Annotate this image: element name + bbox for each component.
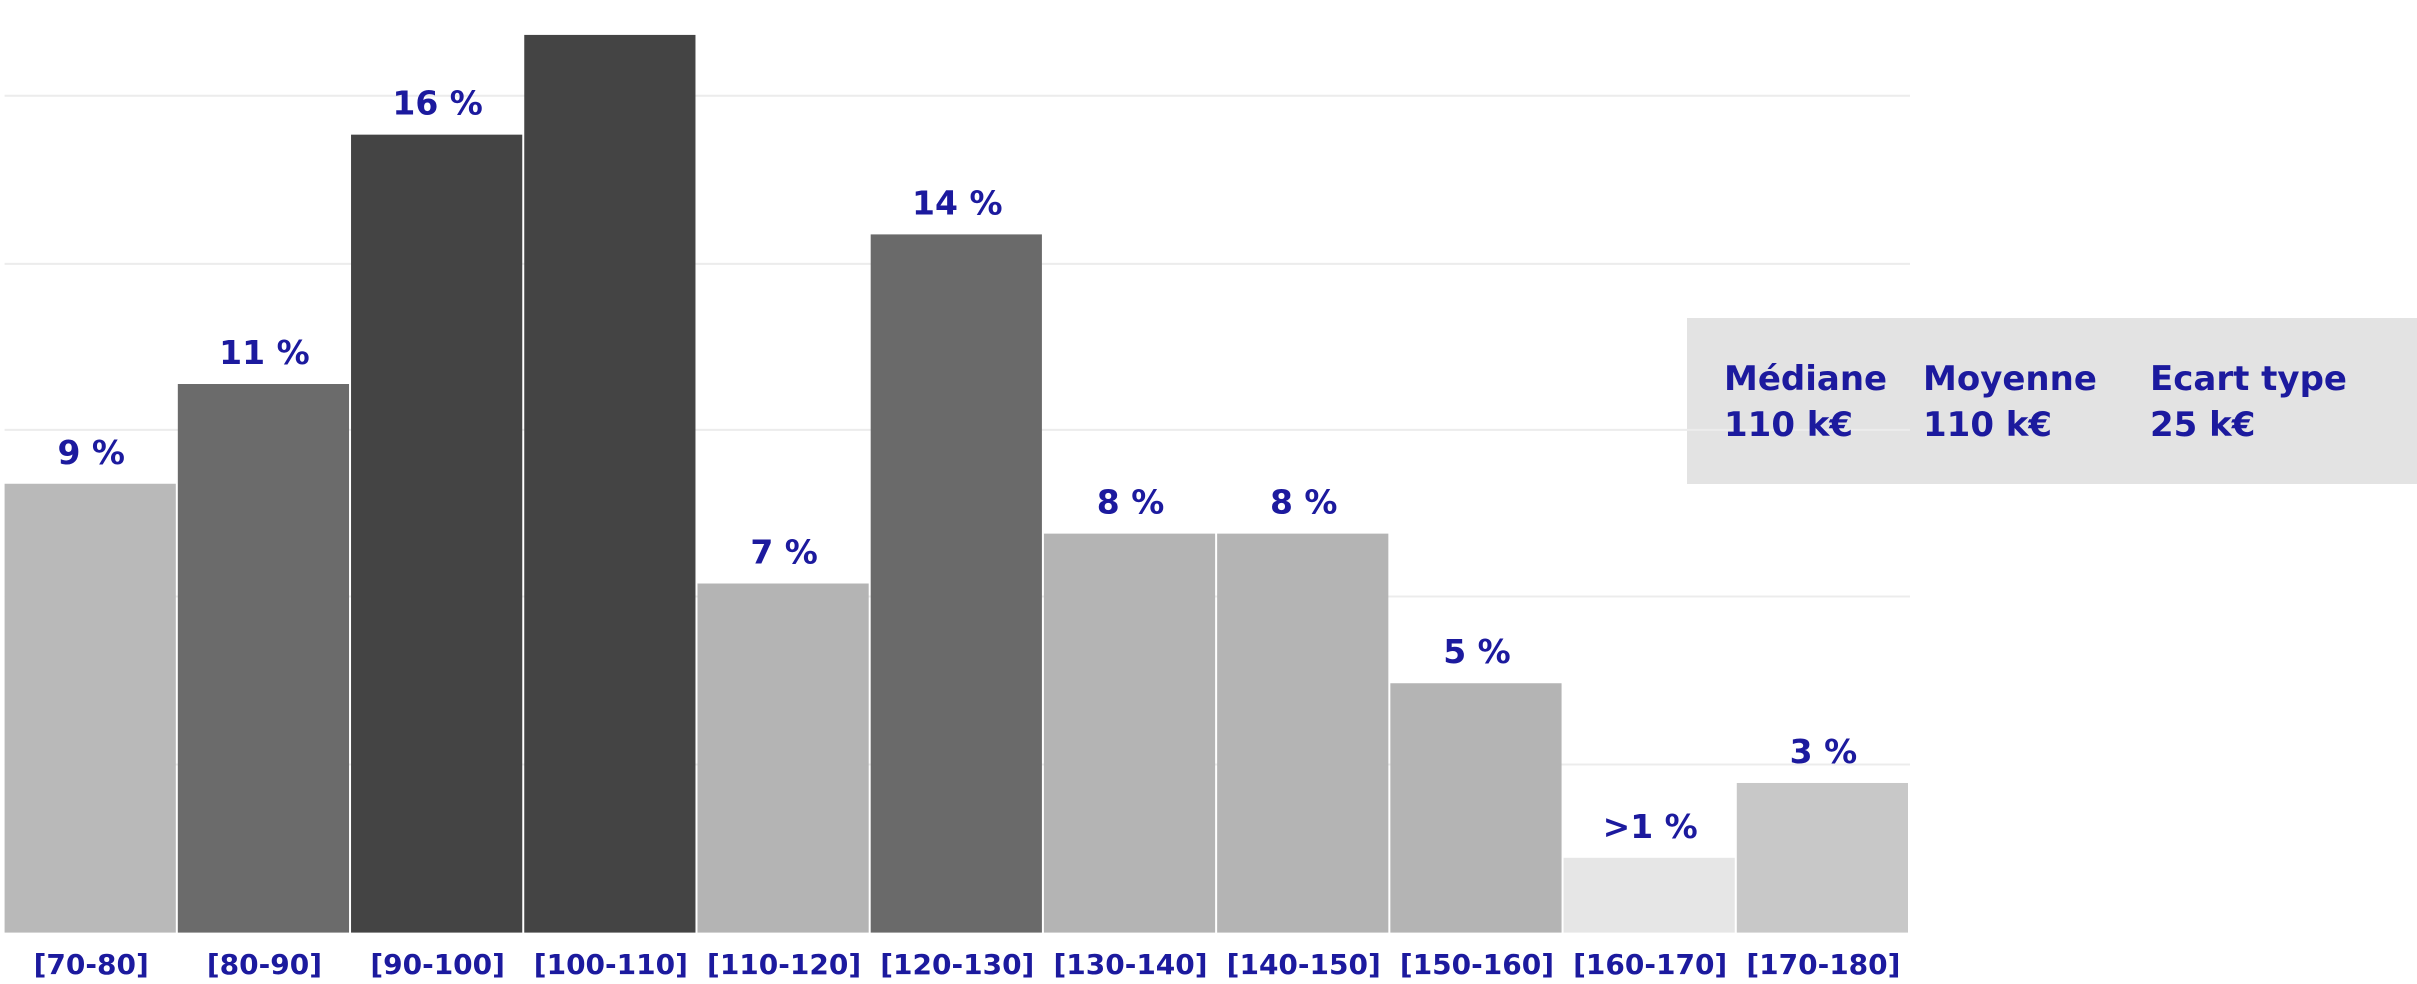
x-tick-label: [150-160] bbox=[1400, 948, 1554, 981]
x-tick-label: [90-100] bbox=[370, 948, 505, 981]
x-tick-label: [120-130] bbox=[880, 948, 1034, 981]
stat-value: 25 k€ bbox=[2150, 405, 2255, 445]
stats-box bbox=[1687, 318, 2417, 484]
x-tick-label: [100-110] bbox=[534, 948, 688, 981]
stat-label: Médiane bbox=[1724, 359, 1887, 399]
bar bbox=[524, 34, 696, 933]
bar bbox=[1043, 533, 1216, 933]
bar bbox=[1563, 857, 1735, 933]
value-label: 5 % bbox=[1443, 632, 1511, 671]
stat-value: 110 k€ bbox=[1724, 405, 1853, 445]
x-tick-label: [140-150] bbox=[1227, 948, 1381, 981]
value-label: 11 % bbox=[219, 333, 309, 372]
bar bbox=[697, 583, 869, 933]
bar bbox=[1736, 782, 1908, 933]
bar bbox=[177, 384, 350, 933]
value-label: 14 % bbox=[912, 183, 1002, 222]
value-label: 3 % bbox=[1790, 732, 1858, 771]
value-label: 16 % bbox=[392, 84, 482, 123]
x-tick-label: [110-120] bbox=[707, 948, 861, 981]
bar bbox=[351, 134, 523, 933]
x-tick-label: [130-140] bbox=[1053, 948, 1207, 981]
value-label: >1 % bbox=[1603, 807, 1698, 846]
bar bbox=[4, 483, 176, 933]
value-label: 7 % bbox=[750, 532, 818, 571]
value-label: 9 % bbox=[57, 433, 125, 472]
bar bbox=[870, 234, 1042, 933]
x-tick-label: [170-180] bbox=[1746, 948, 1900, 981]
value-label: 8 % bbox=[1270, 483, 1338, 522]
x-tick-label: [160-170] bbox=[1573, 948, 1727, 981]
bar bbox=[1390, 683, 1562, 933]
stat-value: 110 k€ bbox=[1923, 405, 2052, 445]
x-tick-label: [80-90] bbox=[207, 948, 322, 981]
stat-label: Moyenne bbox=[1923, 359, 2097, 399]
x-tick-label: [70-80] bbox=[34, 948, 149, 981]
value-label: 8 % bbox=[1097, 483, 1165, 522]
bar bbox=[1217, 533, 1389, 933]
stat-label: Ecart type bbox=[2150, 359, 2347, 399]
